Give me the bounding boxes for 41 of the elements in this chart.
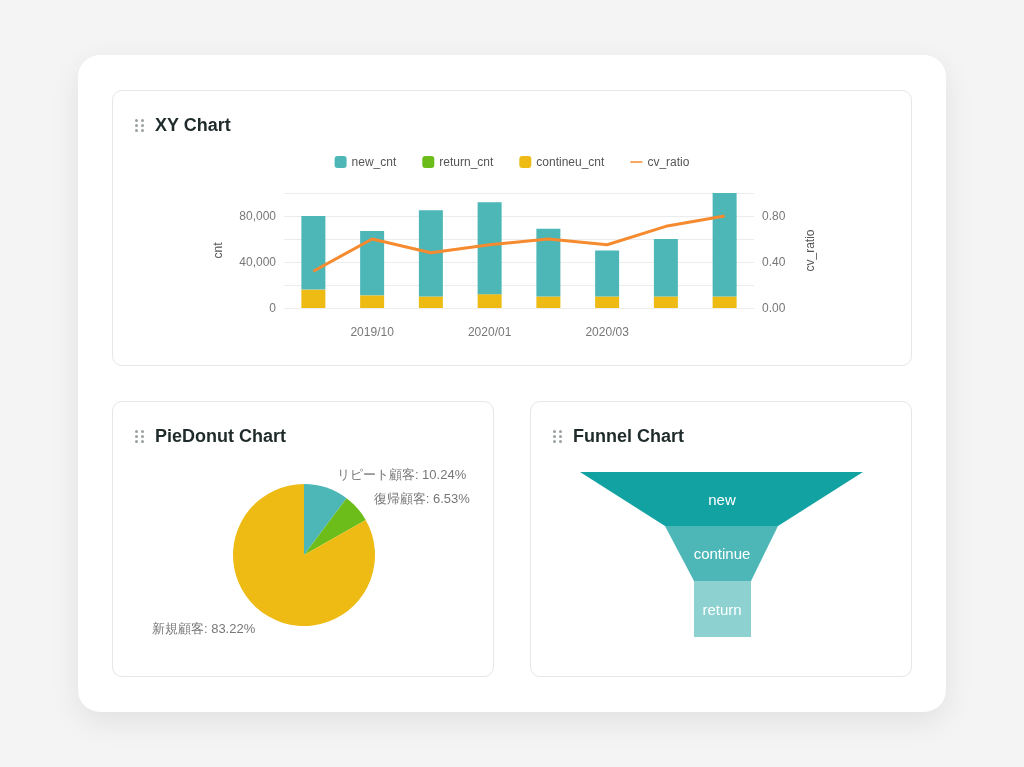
bar (418, 296, 443, 308)
bar (360, 295, 385, 308)
category-label: continue (693, 545, 751, 562)
bar (418, 210, 443, 297)
bar (536, 228, 561, 297)
y-tick-label: 80,000 (239, 209, 277, 223)
category-label: return (702, 600, 742, 618)
legend-label: cv_ratio (647, 155, 690, 169)
bar (477, 294, 502, 308)
y2-tick-label: 0.40 (762, 255, 786, 269)
x-tick-label: 2019/10 (350, 325, 395, 339)
y-tick-label: 40,000 (239, 255, 277, 269)
y-tick-label: 0 (269, 301, 277, 315)
bar (536, 296, 561, 308)
bar (712, 193, 737, 297)
legend-label: contineu_cnt (536, 155, 606, 169)
y2-axis-title: cv_ratio (803, 229, 817, 272)
legend-label: return_cnt (439, 155, 494, 169)
slice-label: リピート顧客: 10.24% (336, 466, 467, 482)
bar (360, 230, 385, 296)
y2-tick-label: 0.00 (762, 301, 786, 315)
bar (653, 296, 678, 308)
bar (653, 239, 678, 297)
bar (477, 202, 502, 295)
category-label: new (708, 490, 736, 508)
text: Funnel Chart (573, 426, 684, 447)
bar (301, 289, 326, 308)
slice-label: 新規顧客: 83.22% (151, 620, 256, 636)
slice-label: 復帰顧客: 6.53% (373, 491, 471, 507)
chart-title: XY Chart (155, 115, 231, 136)
line-series (311, 214, 727, 273)
y-axis-title: cnt (211, 241, 225, 259)
x-tick-label: 2020/03 (585, 325, 630, 339)
x-tick-label: 2020/01 (467, 325, 512, 339)
bar (595, 250, 620, 297)
y2-tick-label: 0.80 (762, 209, 786, 223)
chart-title: PieDonut Chart (155, 426, 287, 447)
bar (301, 216, 326, 290)
bar (712, 296, 737, 308)
bar (595, 296, 620, 308)
legend-label: new_cnt (351, 155, 397, 169)
